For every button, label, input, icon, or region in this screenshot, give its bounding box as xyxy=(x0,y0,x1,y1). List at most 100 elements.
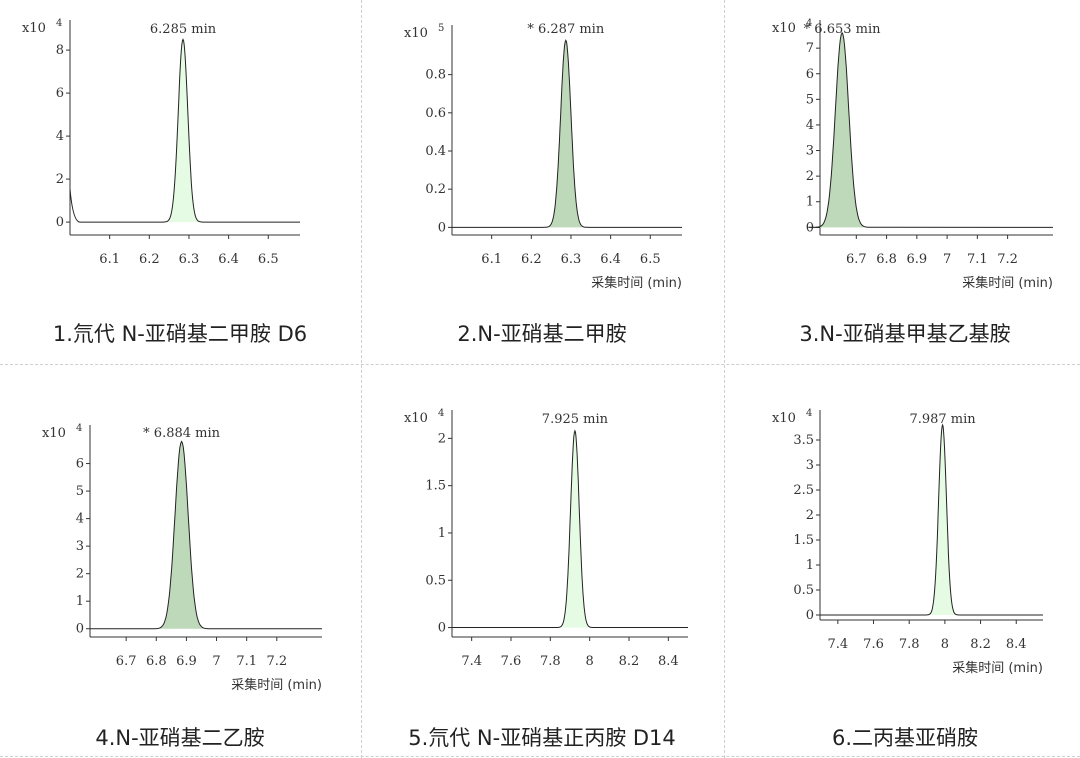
y-tick-label: 5 xyxy=(806,92,814,107)
y-tick-label: 3.5 xyxy=(793,433,814,448)
panel-caption: 3.N-亚硝基甲基乙基胺 xyxy=(799,322,1011,346)
y-multiplier-label: x10 xyxy=(22,21,46,36)
y-tick-label: 0.5 xyxy=(793,583,814,598)
y-multiplier-exponent: 4 xyxy=(56,18,62,29)
y-tick-label: 0.6 xyxy=(425,106,446,121)
x-tick-label: 7.2 xyxy=(997,252,1018,267)
peak-area xyxy=(808,32,876,228)
chromatogram-chart-2: x10 5 0 0.2 0.4 0.6 0.8 6.1 6.2 6.3 6.4 6.5 采集时间 (mi… xyxy=(404,22,683,291)
x-tick-label: 6.5 xyxy=(640,252,661,267)
y-tick-label: 0.5 xyxy=(425,573,446,588)
x-tick-label: 6.4 xyxy=(218,252,239,267)
x-tick-label: 6.5 xyxy=(258,252,279,267)
y-tick-label: 5 xyxy=(76,484,84,499)
y-tick-label: 2 xyxy=(76,567,84,582)
y-multiplier-exponent: 4 xyxy=(806,18,812,29)
peak-area xyxy=(922,425,963,615)
y-tick-label: 6 xyxy=(806,67,814,82)
signal-trace xyxy=(69,38,300,223)
peak-area xyxy=(148,441,215,629)
x-tick-label: 8 xyxy=(941,637,949,652)
x-tick-label: 6.7 xyxy=(116,654,137,669)
chromatogram-chart-6: x10 4 0 0.5 1 1.5 2 2.5 3 3.5 7.4 7.6 7.8 8 8.2 8.4 采集时间… xyxy=(772,408,1043,676)
peak-area xyxy=(159,39,207,223)
x-tick-label: 6.2 xyxy=(521,252,542,267)
y-tick-label: 1 xyxy=(806,195,814,210)
x-axis-label: 采集时间 (min) xyxy=(952,660,1043,676)
panel-caption: 4.N-亚硝基二乙胺 xyxy=(95,726,265,750)
y-tick-label: 0 xyxy=(438,220,446,235)
x-tick-label: 7.1 xyxy=(967,252,988,267)
x-tick-label: 8.2 xyxy=(619,654,640,669)
chromatogram-panel-2: x10 5 0 0.2 0.4 0.6 0.8 6.1 6.2 6.3 6.4 6.5 采集时间 (mi… xyxy=(362,0,722,364)
chromatogram-chart-5: x10 4 0 0.5 1 1.5 2 7.4 7.6 7.8 8 8.2 8.4 7.925 min xyxy=(404,408,689,669)
y-tick-label: 4 xyxy=(806,118,814,133)
x-tick-label: 6.9 xyxy=(906,252,927,267)
peak-label: * 6.653 min xyxy=(804,22,881,37)
chromatogram-chart-1: x10 4 0 2 4 6 8 6.1 6.2 6.3 6.4 6.5 6.285 min xyxy=(22,18,300,267)
y-tick-label: 7 xyxy=(806,41,814,56)
x-tick-label: 6.9 xyxy=(176,654,197,669)
chromatogram-chart-4: x10 4 0 1 2 3 4 5 6 6.7 6.8 6.9 7 7.1 7.2 采集时间 (min) * 6… xyxy=(42,423,323,693)
y-tick-label: 1.5 xyxy=(793,533,814,548)
x-tick-label: 6.4 xyxy=(600,252,621,267)
x-tick-label: 8.2 xyxy=(970,637,991,652)
signal-trace xyxy=(452,39,683,228)
peak-label: 6.285 min xyxy=(150,22,217,37)
x-tick-label: 6.7 xyxy=(846,252,867,267)
panel-caption: 5.氘代 N-亚硝基正丙胺 D14 xyxy=(408,726,676,750)
x-tick-label: 6.2 xyxy=(139,252,160,267)
x-tick-label: 6.8 xyxy=(146,654,167,669)
y-tick-label: 3 xyxy=(76,539,84,554)
x-tick-label: 8.4 xyxy=(658,654,679,669)
y-tick-label: 2 xyxy=(438,431,446,446)
signal-trace xyxy=(820,423,1043,616)
y-tick-label: 2.5 xyxy=(793,483,814,498)
chromatogram-panel-1: x10 4 0 2 4 6 8 6.1 6.2 6.3 6.4 6.5 6.285 min 1.氘代 N… xyxy=(0,0,360,364)
chromatogram-panel-6: x10 4 0 0.5 1 1.5 2 2.5 3 3.5 7.4 7.6 7.8 8 8.2 8.4 采集时间… xyxy=(725,365,1080,750)
column-divider xyxy=(724,0,725,758)
x-tick-label: 7.4 xyxy=(461,654,482,669)
x-tick-label: 7.6 xyxy=(501,654,522,669)
x-tick-label: 7.4 xyxy=(827,637,848,652)
x-tick-label: 7.1 xyxy=(236,654,257,669)
panel-caption: 2.N-亚硝基二甲胺 xyxy=(457,322,627,346)
x-tick-label: 7.8 xyxy=(899,637,920,652)
y-tick-label: 0 xyxy=(806,608,814,623)
peak-label: 7.925 min xyxy=(542,412,609,427)
y-multiplier-exponent: 4 xyxy=(806,408,812,419)
peak-area xyxy=(553,430,597,628)
peak-area xyxy=(540,40,592,228)
y-multiplier-exponent: 5 xyxy=(438,23,444,34)
x-tick-label: 7 xyxy=(943,252,951,267)
chromatogram-panel-5: x10 4 0 0.5 1 1.5 2 7.4 7.6 7.8 8 8.2 8.4 7.925 min 5… xyxy=(362,365,722,750)
x-tick-label: 6.3 xyxy=(561,252,582,267)
y-multiplier-exponent: 4 xyxy=(438,408,444,419)
y-multiplier-label: x10 xyxy=(42,426,66,441)
y-tick-label: 8 xyxy=(56,43,64,58)
y-tick-label: 4 xyxy=(56,129,64,144)
bottom-divider xyxy=(0,756,1080,757)
y-tick-label: 6 xyxy=(76,457,84,472)
y-tick-label: 1 xyxy=(806,558,814,573)
x-tick-label: 6.1 xyxy=(99,252,120,267)
y-multiplier-label: x10 xyxy=(404,26,428,41)
y-tick-label: 4 xyxy=(76,512,84,527)
x-tick-label: 6.1 xyxy=(481,252,502,267)
y-tick-label: 0.8 xyxy=(425,68,446,83)
panel-caption: 1.氘代 N-亚硝基二甲胺 D6 xyxy=(52,322,308,346)
row-divider xyxy=(0,364,1080,365)
y-tick-label: 2 xyxy=(806,508,814,523)
y-tick-label: 0.2 xyxy=(425,182,446,197)
x-tick-label: 8.4 xyxy=(1006,637,1027,652)
y-multiplier-label: x10 xyxy=(772,411,796,426)
y-tick-label: 0 xyxy=(438,621,446,636)
signal-trace xyxy=(90,440,323,630)
y-tick-label: 1 xyxy=(438,526,446,541)
column-divider xyxy=(361,0,362,758)
y-tick-label: 2 xyxy=(806,169,814,184)
x-axis-label: 采集时间 (min) xyxy=(231,677,322,693)
signal-trace xyxy=(452,429,689,629)
y-tick-label: 3 xyxy=(806,144,814,159)
